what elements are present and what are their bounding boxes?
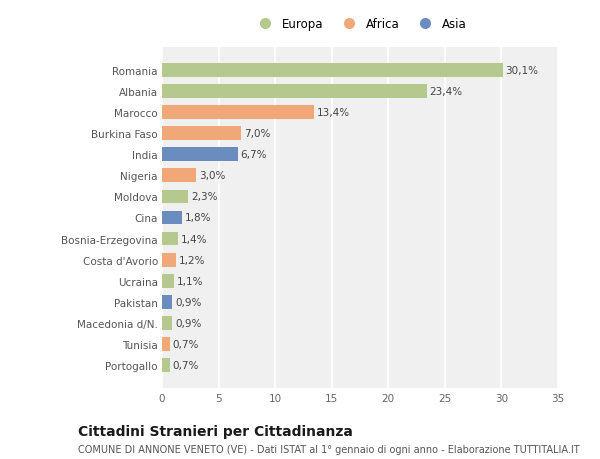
Text: 1,2%: 1,2% (178, 255, 205, 265)
Bar (162, 106, 314, 119)
Bar (162, 274, 175, 288)
Text: 0,9%: 0,9% (175, 319, 202, 328)
Bar (162, 64, 503, 77)
Text: 0,9%: 0,9% (175, 297, 202, 308)
Bar (162, 211, 182, 225)
Text: 1,4%: 1,4% (181, 234, 207, 244)
Text: 2,3%: 2,3% (191, 192, 217, 202)
Bar (162, 359, 170, 372)
Text: COMUNE DI ANNONE VENETO (VE) - Dati ISTAT al 1° gennaio di ogni anno - Elaborazi: COMUNE DI ANNONE VENETO (VE) - Dati ISTA… (78, 444, 580, 454)
Bar (162, 127, 241, 140)
Text: 0,7%: 0,7% (173, 361, 199, 370)
Bar (162, 296, 172, 309)
Text: Cittadini Stranieri per Cittadinanza: Cittadini Stranieri per Cittadinanza (78, 425, 353, 438)
Bar (162, 190, 188, 204)
Bar (162, 148, 238, 162)
Bar (162, 338, 170, 351)
Text: 30,1%: 30,1% (505, 66, 538, 75)
Bar (162, 169, 196, 183)
Text: 7,0%: 7,0% (244, 129, 271, 139)
Text: 23,4%: 23,4% (430, 87, 463, 96)
Text: 3,0%: 3,0% (199, 171, 225, 181)
Text: 1,1%: 1,1% (177, 276, 204, 286)
Bar (162, 317, 172, 330)
Legend: Europa, Africa, Asia: Europa, Africa, Asia (248, 13, 472, 36)
Text: 0,7%: 0,7% (173, 340, 199, 349)
Text: 13,4%: 13,4% (316, 108, 350, 118)
Bar (162, 253, 176, 267)
Bar (162, 85, 427, 98)
Bar (162, 232, 178, 246)
Text: 1,8%: 1,8% (185, 213, 212, 223)
Text: 6,7%: 6,7% (241, 150, 267, 160)
